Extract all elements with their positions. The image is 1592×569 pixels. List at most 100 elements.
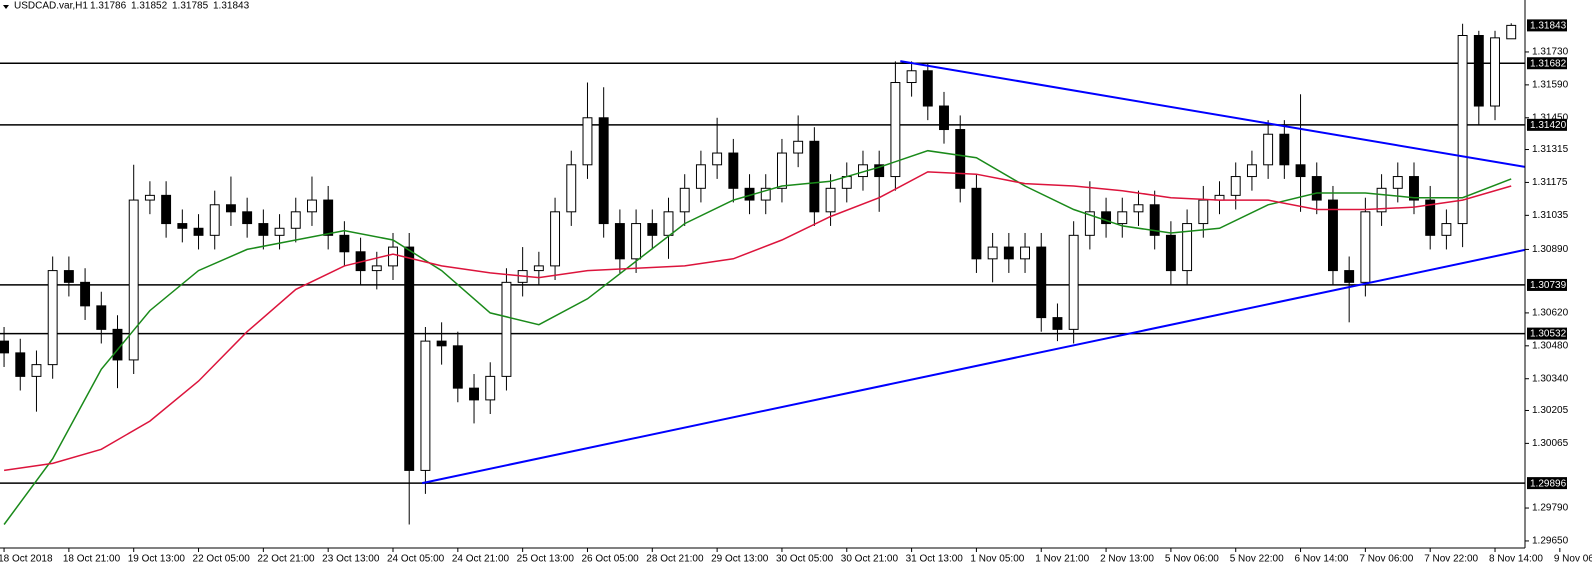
x-tick-label: 28 Oct 21:00 — [646, 554, 704, 565]
candle-body — [274, 227, 285, 236]
candle-body — [1052, 317, 1063, 330]
candle-body — [809, 140, 820, 213]
y-tick-label: 1.31315 — [1532, 144, 1569, 155]
x-tick-label: 1 Nov 21:00 — [1035, 554, 1089, 565]
candle-body — [679, 187, 690, 213]
close-value: 1.31843 — [213, 1, 250, 12]
candle-body — [31, 364, 42, 377]
trendline — [900, 60, 1525, 168]
current-price-label: 1.31843 — [1530, 21, 1567, 32]
candle-body — [939, 105, 949, 131]
candle-body — [922, 70, 933, 107]
candle-body — [1425, 199, 1436, 236]
candle-body — [712, 152, 723, 166]
trendline — [421, 248, 1525, 485]
moving-average — [3, 171, 1512, 472]
candle-body — [1392, 176, 1403, 189]
candle-body — [307, 199, 317, 213]
y-tick-label: 1.29790 — [1532, 503, 1569, 514]
x-tick-label: 25 Oct 13:00 — [517, 554, 575, 565]
candle-body — [323, 199, 334, 236]
candle-body — [1263, 133, 1274, 166]
candle-body — [15, 352, 26, 377]
y-tick-label: 1.31035 — [1532, 210, 1569, 221]
y-tick-label: 1.30480 — [1532, 340, 1569, 351]
x-tick-label: 5 Nov 06:00 — [1165, 554, 1219, 565]
candle-body — [1003, 246, 1014, 260]
y-tick-label: 1.31175 — [1532, 177, 1568, 188]
candle-body — [1457, 34, 1468, 225]
candle-body — [1182, 223, 1193, 272]
candle-body — [290, 211, 301, 229]
current-price-box — [1527, 19, 1567, 32]
x-tick-label: 26 Oct 05:00 — [581, 554, 639, 565]
candle-body — [1490, 37, 1500, 107]
level-box — [1527, 327, 1567, 340]
candle-body — [1101, 211, 1112, 225]
candle-body — [890, 82, 901, 178]
x-tick-label: 2 Nov 13:00 — [1100, 554, 1154, 565]
level-box — [1527, 278, 1567, 291]
candle-body — [258, 223, 269, 236]
x-tick-label: 6 Nov 14:00 — [1295, 554, 1349, 565]
candle-body — [971, 187, 982, 260]
y-tick-label: 1.31450 — [1532, 112, 1569, 123]
candle-body — [533, 265, 544, 272]
candle-body — [874, 164, 885, 178]
x-tick-label: 30 Oct 21:00 — [841, 554, 899, 565]
candle-body — [1036, 246, 1047, 319]
candle-body — [631, 223, 642, 260]
candle-body — [0, 340, 10, 354]
candle-body — [161, 194, 172, 225]
candle-body — [1198, 199, 1209, 225]
y-tick-label: 1.30205 — [1532, 405, 1569, 416]
high-value: 1.31852 — [131, 1, 168, 12]
candle-body — [80, 281, 91, 307]
candle-body — [987, 246, 998, 260]
y-tick-label: 1.30620 — [1532, 308, 1569, 319]
candle-body — [1230, 176, 1241, 196]
candle-body — [1068, 234, 1079, 330]
candle-body — [339, 234, 350, 253]
candle-body — [1441, 223, 1452, 236]
y-tick-label: 1.31590 — [1532, 80, 1569, 91]
candle-body — [1360, 211, 1371, 283]
x-tick-label: 5 Nov 22:00 — [1230, 554, 1284, 565]
candle-body — [1344, 270, 1355, 283]
y-tick-label: 1.30890 — [1532, 244, 1569, 255]
x-tick-label: 22 Oct 05:00 — [193, 554, 251, 565]
candle-body — [566, 164, 577, 213]
candle-body — [647, 223, 658, 236]
candle-body — [452, 345, 463, 389]
menu-arrow[interactable] — [3, 5, 9, 9]
candle-body — [663, 211, 674, 236]
candle-body — [388, 246, 398, 267]
candle-body — [1020, 246, 1030, 260]
x-tick-label: 19 Oct 13:00 — [128, 554, 186, 565]
candle-body — [760, 187, 771, 201]
candle-body — [793, 140, 804, 154]
candle-body — [1149, 204, 1160, 236]
candle-body — [469, 387, 479, 401]
candle-body — [209, 204, 220, 236]
candle-body — [1409, 176, 1419, 201]
y-tick-label: 1.31730 — [1532, 47, 1569, 58]
candle-body — [1133, 204, 1144, 213]
x-tick-label: 24 Oct 21:00 — [452, 554, 510, 565]
candle-body — [550, 211, 561, 267]
candle-body — [728, 152, 739, 189]
candle-body — [906, 70, 917, 84]
candle-body — [128, 199, 139, 361]
level-box — [1527, 57, 1567, 70]
level-box — [1527, 477, 1567, 490]
candle-body — [96, 305, 107, 330]
candle-body — [63, 270, 74, 283]
header: USDCAD.var,H1 1.31786 1.31852 1.31785 1.… — [3, 1, 250, 12]
x-tick-label: 24 Oct 05:00 — [387, 554, 445, 565]
candle-body — [1328, 199, 1338, 272]
candle-body — [404, 246, 415, 471]
level-label: 1.31420 — [1530, 120, 1567, 131]
candle-body — [371, 265, 382, 272]
candle-body — [1473, 34, 1484, 107]
